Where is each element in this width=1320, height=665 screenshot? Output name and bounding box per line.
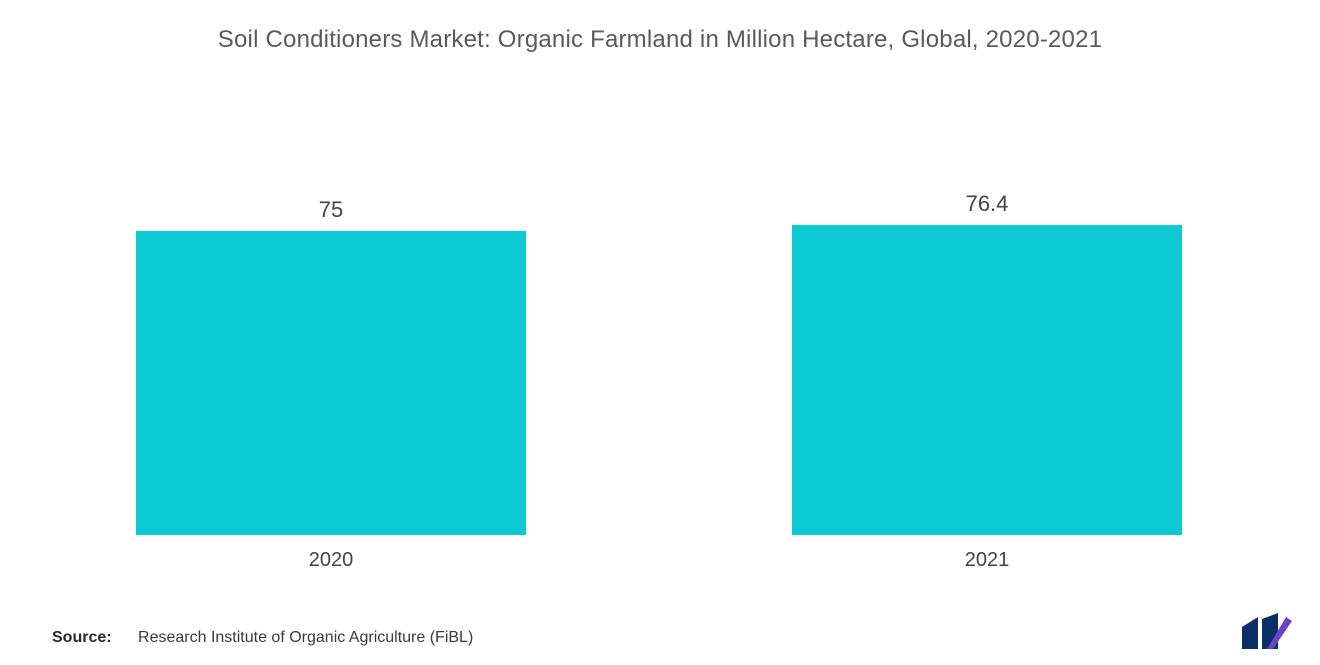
- chart-container: Soil Conditioners Market: Organic Farmla…: [0, 0, 1320, 665]
- bar-2020: 75 2020: [136, 231, 526, 535]
- brand-logo-icon: [1240, 613, 1292, 651]
- plot-area: 75 2020 76.4 2021: [70, 130, 1250, 535]
- category-label: 2021: [792, 549, 1182, 572]
- value-label: 75: [136, 197, 526, 223]
- bar-rect: [792, 225, 1182, 535]
- bar-rect: [136, 231, 526, 535]
- bar-2021: 76.4 2021: [792, 225, 1182, 535]
- source-text: Research Institute of Organic Agricultur…: [138, 629, 473, 646]
- category-label: 2020: [136, 549, 526, 572]
- source-line: Source: Research Institute of Organic Ag…: [52, 629, 473, 647]
- value-label: 76.4: [792, 191, 1182, 217]
- chart-title: Soil Conditioners Market: Organic Farmla…: [0, 26, 1320, 54]
- source-label: Source:: [52, 629, 112, 646]
